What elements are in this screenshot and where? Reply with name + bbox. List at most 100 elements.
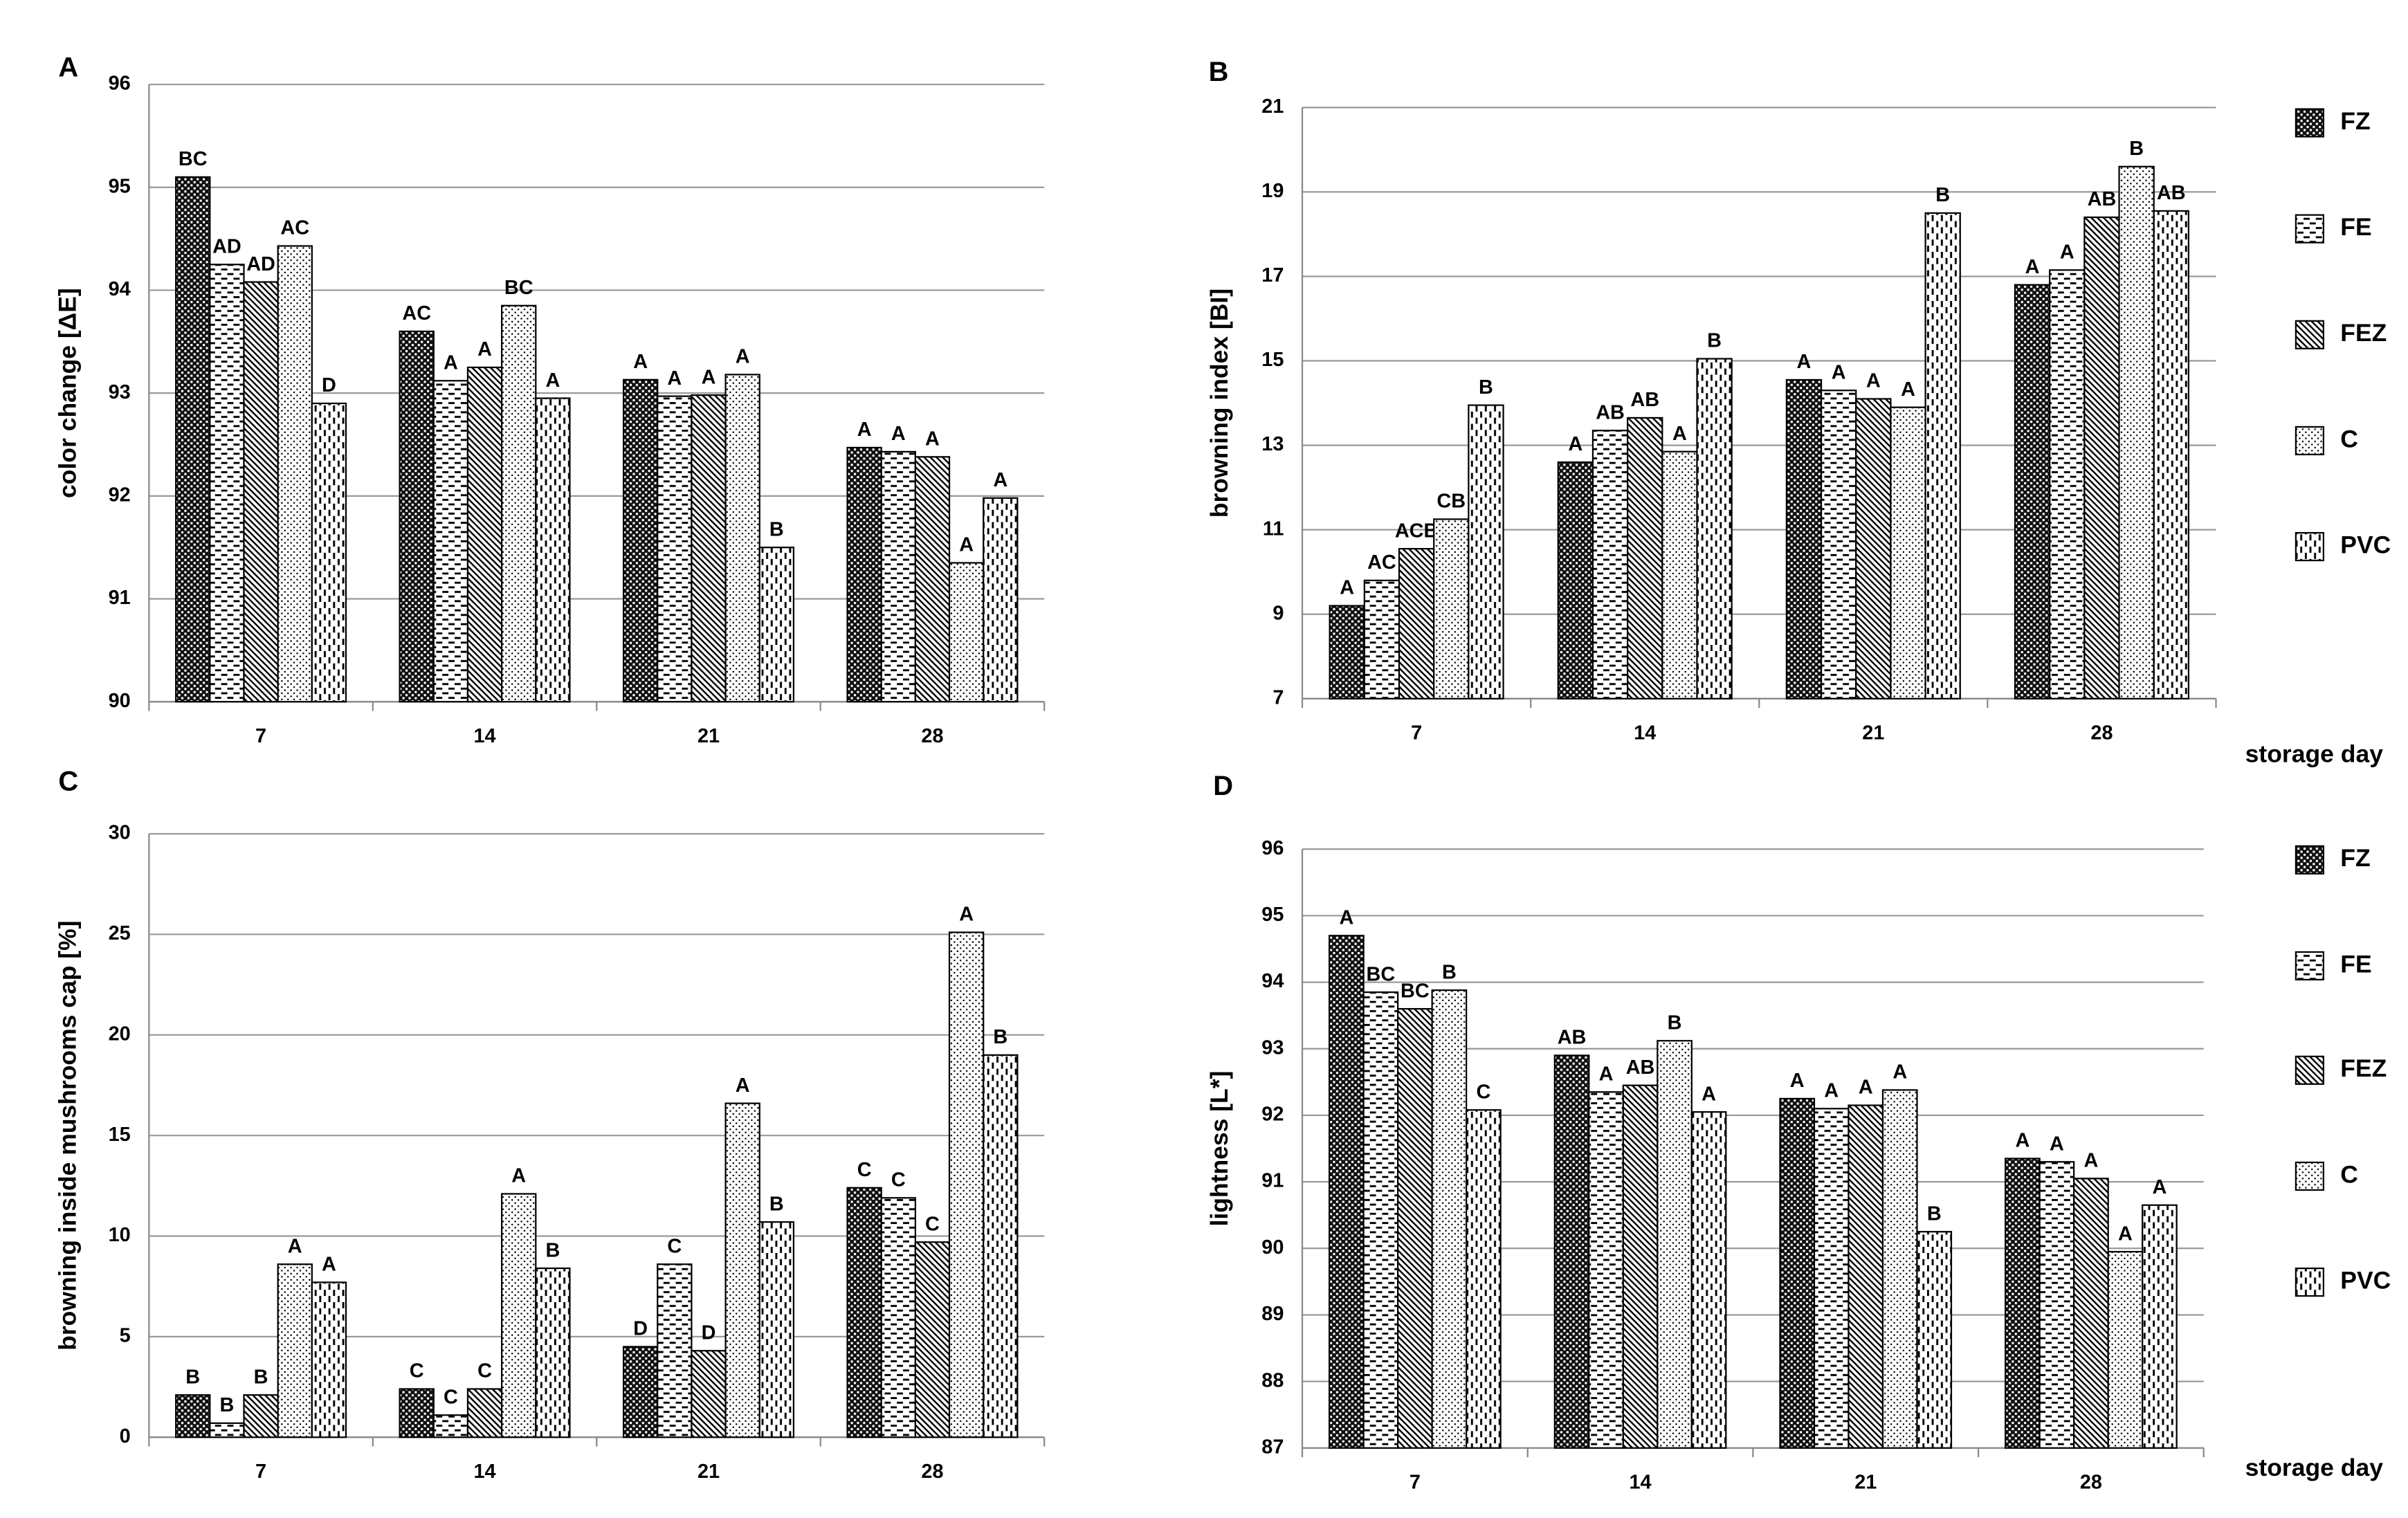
- significance-letter: A: [2025, 256, 2040, 278]
- panel-label: D: [1213, 771, 1233, 801]
- x-tick-label: 7: [255, 725, 266, 747]
- bar: [1397, 1007, 1433, 1449]
- legend-label: C: [2340, 1160, 2358, 1188]
- significance-letter: A: [2015, 1130, 2030, 1152]
- bar: [1881, 1089, 1918, 1449]
- bar: [277, 1263, 313, 1438]
- significance-letter: C: [410, 1360, 424, 1382]
- bar: [1820, 390, 1857, 699]
- significance-letter: A: [545, 369, 560, 392]
- significance-letter: A: [1672, 423, 1687, 445]
- significance-letter: A: [1599, 1063, 1614, 1086]
- legend-swatch: [2295, 531, 2324, 562]
- significance-letter: B: [769, 518, 784, 540]
- significance-letter: A: [891, 423, 906, 445]
- bar: [2073, 1178, 2109, 1449]
- panel-label: A: [58, 52, 78, 82]
- bar: [1468, 404, 1504, 699]
- bar: [311, 1281, 347, 1438]
- significance-letter: AB: [2157, 182, 2186, 204]
- significance-letter: A: [1568, 433, 1582, 455]
- significance-letter: A: [925, 428, 940, 450]
- y-tick-label: 94: [109, 278, 131, 300]
- significance-letter: B: [1668, 1012, 1682, 1034]
- significance-letter: AB: [1558, 1027, 1587, 1049]
- significance-letter: BC: [1401, 980, 1430, 1002]
- bar: [2142, 1204, 2178, 1449]
- legend-swatch: [2295, 951, 2324, 981]
- significance-letter: A: [1340, 577, 1354, 599]
- significance-letter: A: [736, 1075, 750, 1097]
- significance-letter: A: [511, 1165, 526, 1187]
- significance-letter: AC: [402, 302, 431, 324]
- bar: [175, 176, 211, 703]
- significance-letter: B: [1479, 376, 1493, 399]
- bar: [243, 1394, 279, 1438]
- y-tick-label: 92: [1261, 1104, 1284, 1126]
- significance-letter: A: [2153, 1176, 2167, 1198]
- bar: [1813, 1108, 1850, 1449]
- x-axis-label: storage day: [2245, 740, 2384, 767]
- bar: [1329, 935, 1365, 1449]
- y-tick-label: 94: [1261, 970, 1284, 992]
- bar: [1466, 1109, 1502, 1449]
- legend-label: C: [2340, 425, 2358, 452]
- y-tick-label: 5: [120, 1325, 131, 1347]
- legend-swatch: [2295, 320, 2324, 349]
- bar: [2107, 1250, 2144, 1449]
- bar: [501, 304, 537, 703]
- significance-letter: C: [1476, 1081, 1490, 1103]
- significance-letter: D: [633, 1318, 648, 1340]
- significance-letter: A: [1339, 907, 1353, 929]
- x-tick-label: 28: [2080, 1471, 2102, 1493]
- y-tick-label: 0: [120, 1425, 131, 1447]
- bar: [2049, 269, 2086, 699]
- bar: [983, 1054, 1019, 1438]
- significance-letter: C: [891, 1169, 906, 1191]
- significance-letter: A: [857, 419, 872, 441]
- x-tick-label: 7: [255, 1461, 266, 1483]
- bar: [846, 1187, 882, 1438]
- bar: [657, 1263, 693, 1438]
- bar: [2153, 210, 2190, 699]
- bar: [1362, 991, 1399, 1449]
- x-tick-label: 14: [473, 1461, 495, 1483]
- y-tick-label: 17: [1261, 264, 1284, 286]
- significance-letter: A: [1866, 370, 1881, 392]
- bar: [535, 1267, 571, 1438]
- bar: [209, 1422, 245, 1438]
- bar: [1329, 605, 1365, 699]
- x-tick-label: 21: [697, 725, 720, 747]
- bar: [880, 1197, 916, 1438]
- significance-letter: A: [667, 367, 682, 390]
- x-tick-label: 7: [1411, 722, 1422, 744]
- significance-letter: AD: [212, 235, 241, 257]
- bar: [1890, 406, 1926, 699]
- y-tick-label: 10: [109, 1224, 131, 1246]
- legend-label: FE: [2340, 950, 2371, 978]
- bar: [914, 1241, 951, 1438]
- bar: [175, 1394, 211, 1438]
- y-axis-label: color change [ΔE]: [53, 288, 81, 498]
- bar: [1696, 358, 1733, 699]
- significance-letter: A: [633, 351, 648, 373]
- x-axis-label: storage day: [2245, 1454, 2384, 1481]
- significance-letter: A: [1797, 351, 1812, 373]
- bar: [846, 446, 882, 703]
- bar: [1433, 518, 1470, 699]
- y-tick-label: 96: [109, 73, 131, 95]
- bar: [209, 264, 245, 703]
- bar: [724, 374, 760, 703]
- bar: [724, 1102, 760, 1438]
- y-tick-label: 19: [1261, 180, 1284, 202]
- legend-label: FZ: [2340, 107, 2370, 135]
- bar: [311, 402, 347, 703]
- bar: [622, 378, 659, 703]
- y-tick-label: 20: [109, 1023, 131, 1045]
- legend-label: FEZ: [2340, 1054, 2387, 1082]
- legend-swatch: [2295, 214, 2324, 244]
- bar: [657, 395, 693, 703]
- significance-letter: A: [322, 1254, 336, 1276]
- significance-letter: A: [477, 338, 492, 360]
- bar: [1855, 398, 1892, 699]
